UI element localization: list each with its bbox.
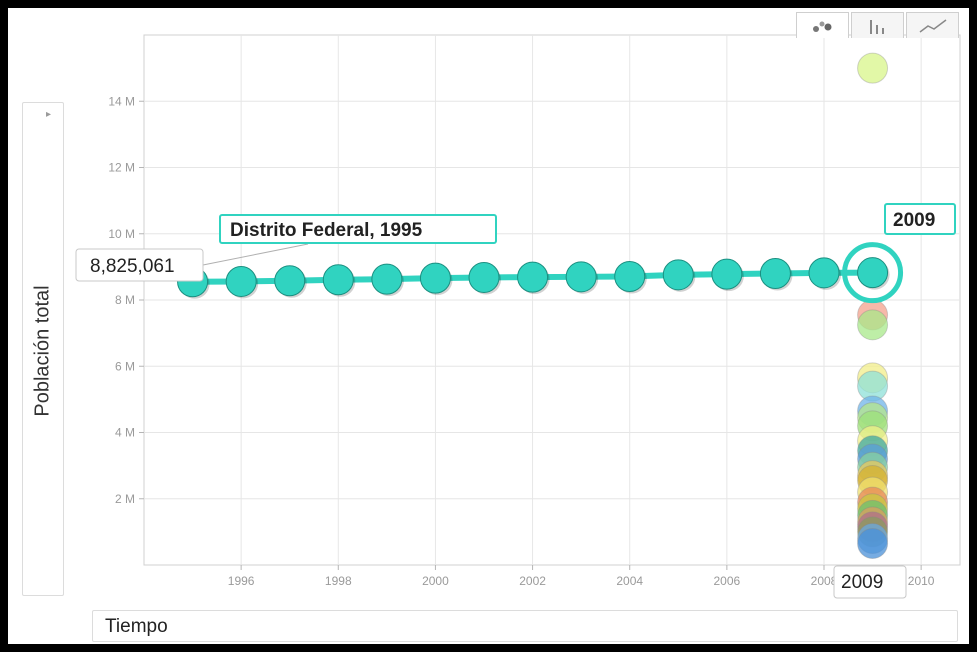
tab-bubble-chart[interactable]: [796, 12, 849, 38]
x-tick-label: 2008: [811, 574, 838, 588]
y-tick-label: 14 M: [108, 94, 135, 108]
x-tick-label: 2002: [519, 574, 546, 588]
y-axis-label: Población total: [31, 285, 54, 417]
selected-trail[interactable]: [177, 242, 904, 304]
bubble-point[interactable]: [857, 527, 889, 559]
y-tick-label: 4 M: [115, 426, 135, 440]
bubble-point[interactable]: [857, 309, 889, 341]
hover-leader-line: [202, 243, 309, 266]
y-tick-label: 12 M: [108, 161, 135, 175]
trail-point[interactable]: [662, 259, 694, 291]
x-tick-label: 2004: [616, 574, 643, 588]
other-bubbles: [857, 52, 889, 559]
bar-chart-icon: [869, 19, 884, 34]
trail-point[interactable]: [857, 257, 889, 289]
trail-point[interactable]: [419, 262, 451, 294]
line-chart-icon: [919, 18, 946, 33]
y-tick-label: 10 M: [108, 227, 135, 241]
x-axis-label: Tiempo: [105, 616, 168, 637]
y-tick-label: 2 M: [115, 492, 135, 506]
tab-bar-chart[interactable]: [851, 12, 904, 38]
play-icon[interactable]: ▸: [46, 109, 52, 120]
current-year-box: 2009: [884, 203, 956, 235]
selected-point-ring: [842, 242, 904, 304]
trail-point[interactable]: [322, 264, 354, 296]
trail-point[interactable]: [711, 258, 743, 290]
y-tick-label: 8 M: [115, 293, 135, 307]
tab-line-chart[interactable]: [906, 12, 959, 38]
x-tick-label: 2006: [714, 574, 741, 588]
trail-point[interactable]: [468, 261, 500, 293]
trail-point[interactable]: [759, 258, 791, 289]
chart-frame: 1996 1998 2000 2002 2004 2006 2008 2010 2 M 4 M 6 …: [8, 8, 969, 644]
y-axis-selector[interactable]: ▸ Población total: [22, 102, 64, 596]
hover-label-text: Distrito Federal, 1995: [230, 220, 423, 241]
current-year-text: 2009: [893, 210, 935, 231]
y-tick-label: 6 M: [115, 359, 135, 373]
x-highlight-box: 2009: [833, 565, 907, 599]
trail-point[interactable]: [274, 265, 306, 297]
x-highlight-text: 2009: [841, 572, 883, 593]
x-axis-selector[interactable]: Tiempo: [92, 610, 958, 642]
trail-point[interactable]: [614, 260, 646, 292]
hover-value-box: 8,825,061: [75, 248, 204, 282]
trail-point[interactable]: [225, 265, 257, 297]
x-tick-label: 2000: [422, 574, 449, 588]
bubble-chart-icon: [812, 21, 831, 32]
x-tick-label: 1996: [228, 574, 255, 588]
trail-point[interactable]: [808, 257, 840, 289]
hover-label-box: Distrito Federal, 1995: [219, 214, 497, 244]
trail-point[interactable]: [565, 261, 597, 293]
trail-point[interactable]: [371, 263, 403, 295]
chart-canvas: 1996 1998 2000 2002 2004 2006 2008 2010 2 M 4 M 6 …: [75, 34, 961, 599]
chart-type-tabs: [796, 12, 961, 38]
axis-ticks: 1996 1998 2000 2002 2004 2006 2008 2010 2 M 4 M 6 …: [108, 94, 935, 588]
hover-value-text: 8,825,061: [90, 256, 175, 277]
trail-point[interactable]: [517, 261, 549, 293]
x-tick-label: 1998: [325, 574, 352, 588]
bubble-point[interactable]: [857, 52, 889, 84]
x-tick-label: 2010: [908, 574, 935, 588]
